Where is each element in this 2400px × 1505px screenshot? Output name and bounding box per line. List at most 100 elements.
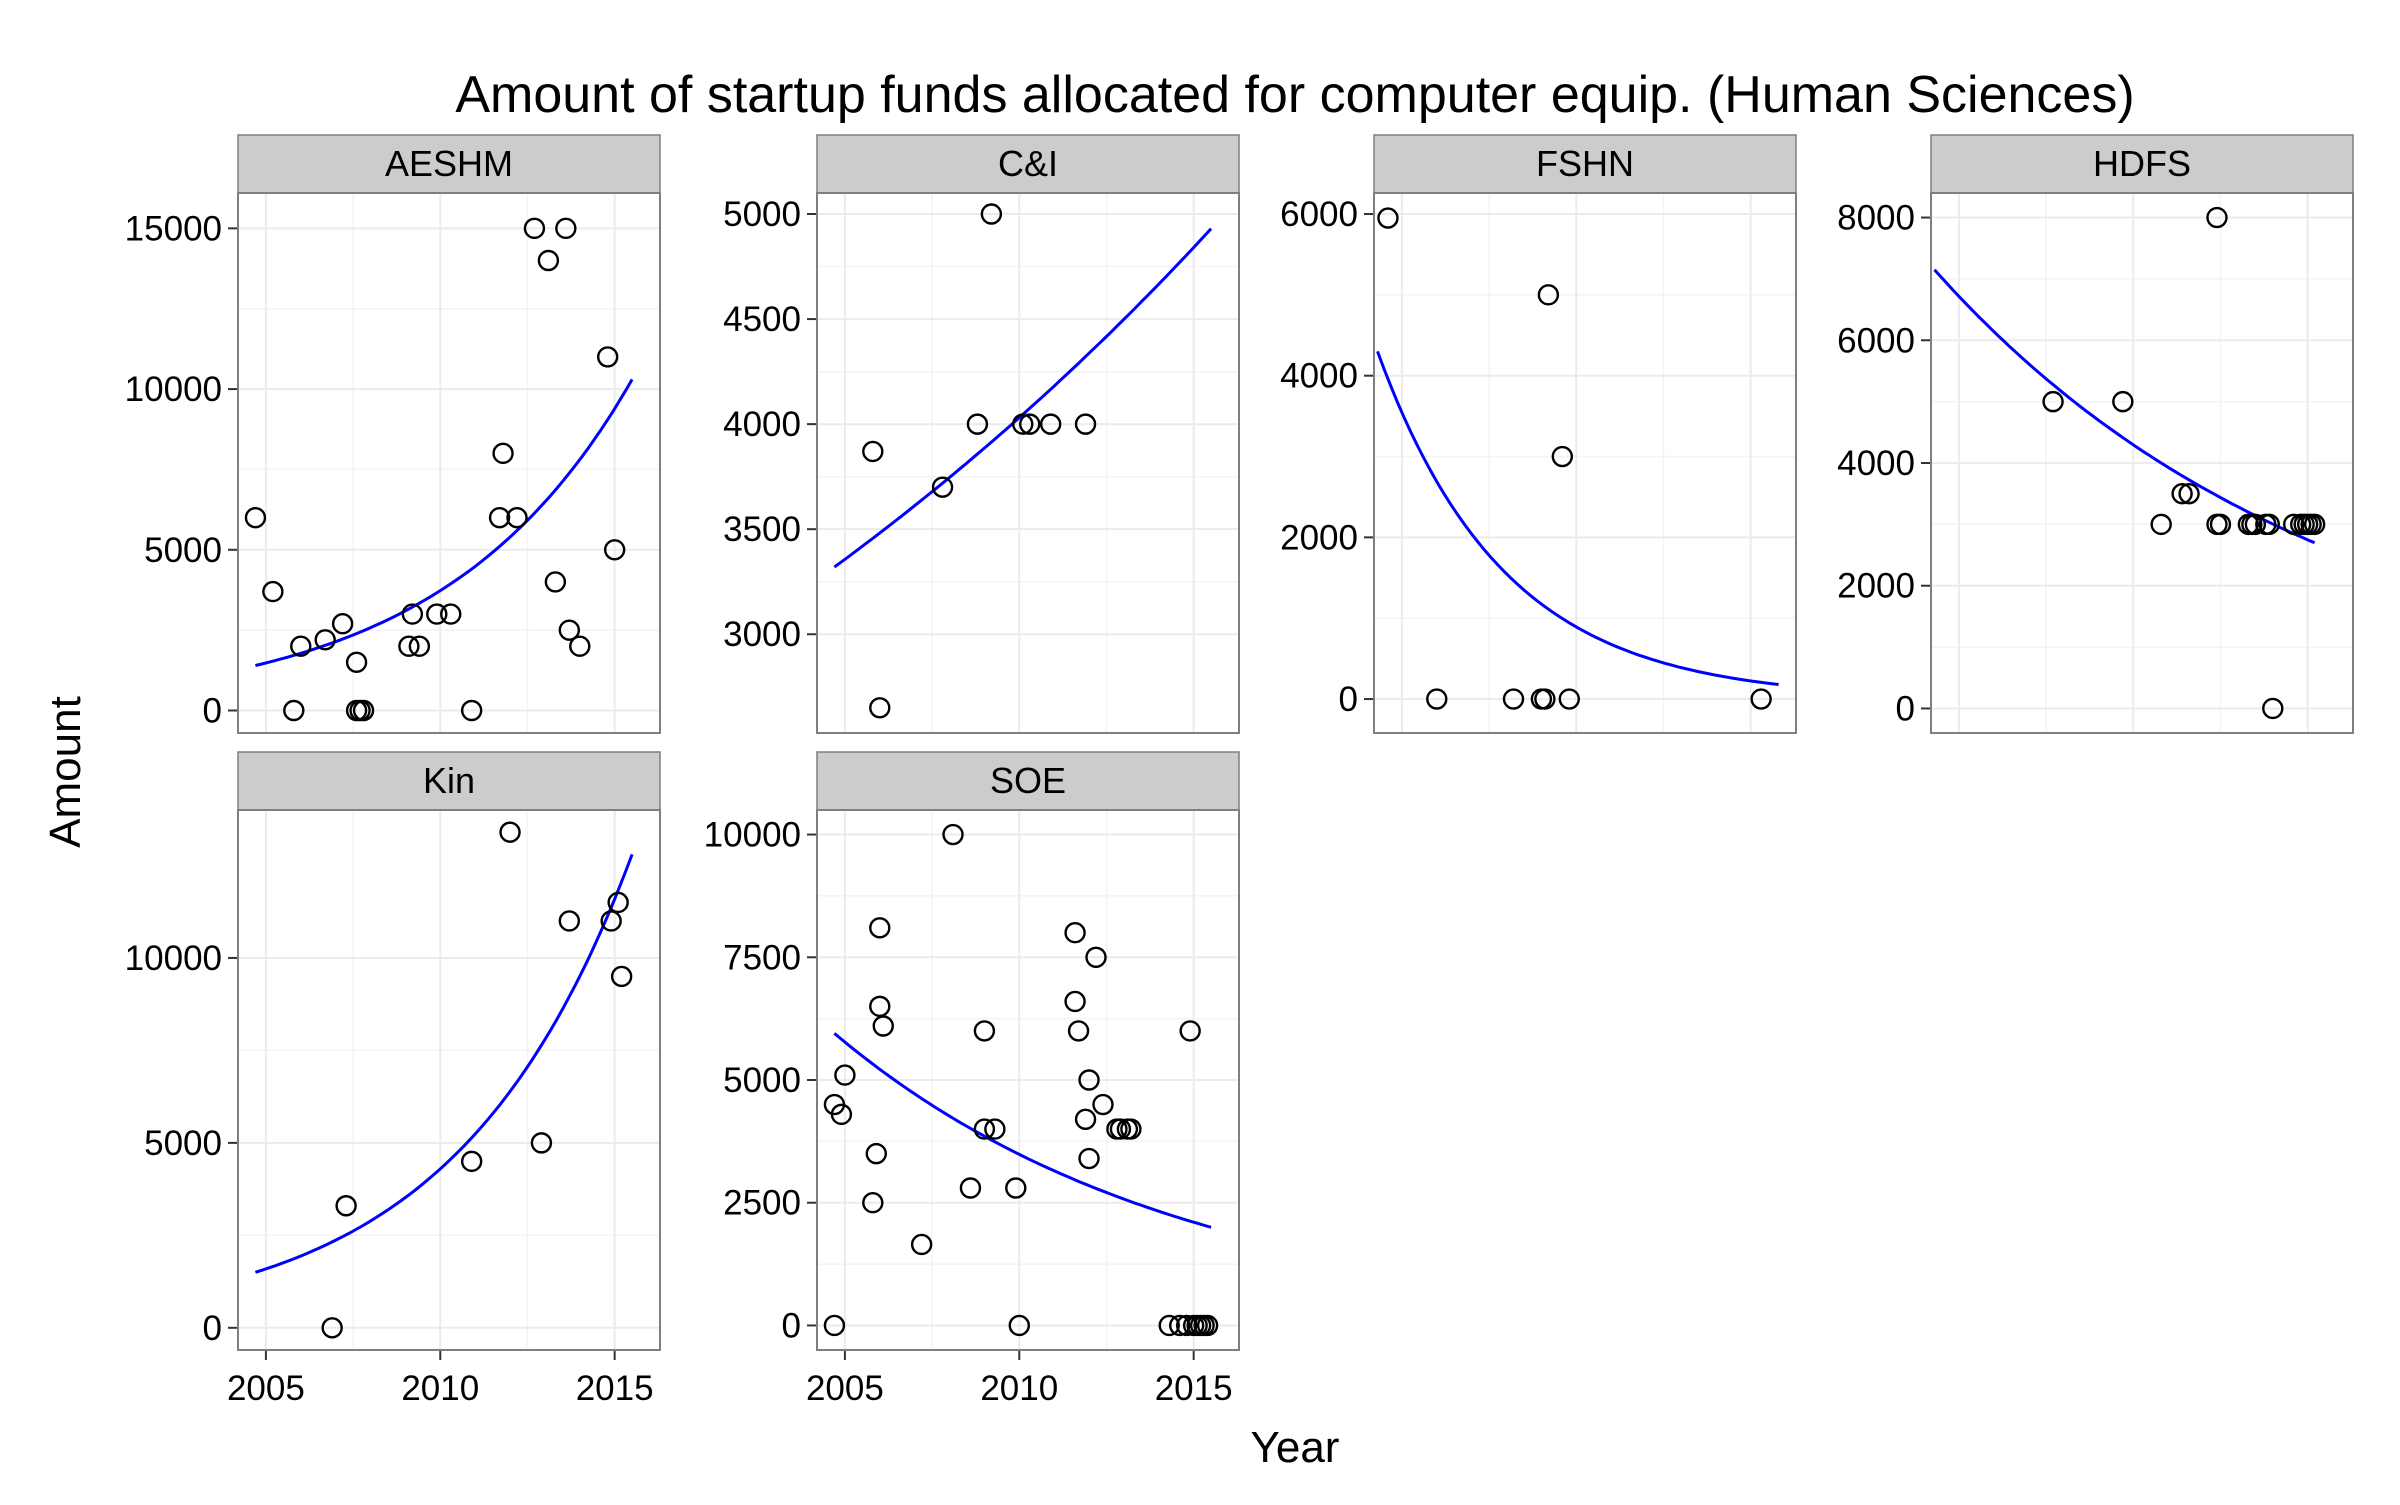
y-tick-label: 8000	[1837, 199, 1915, 238]
y-tick-label: 3000	[723, 615, 801, 654]
data-point	[910, 1233, 933, 1256]
data-point	[2042, 390, 2064, 413]
facet-strip-label: Kin	[423, 760, 475, 801]
x-tick-label: 2010	[401, 1369, 479, 1408]
data-point	[1120, 1118, 1142, 1140]
data-point	[283, 699, 305, 722]
facet-panel-kin: Kin 0 5000 10000 2005 2010 2015	[125, 751, 661, 1408]
y-tick-label: 3500	[723, 510, 801, 549]
facet-strip-label: FSHN	[1536, 143, 1634, 184]
data-point	[345, 651, 368, 673]
data-point	[488, 506, 511, 529]
y-tick-label: 5000	[144, 531, 222, 570]
data-point	[1067, 1020, 1090, 1042]
y-tick-label: 5000	[723, 195, 801, 234]
data-point	[2303, 513, 2326, 536]
y-tick-label: 5000	[144, 1124, 222, 1163]
data-point	[607, 891, 629, 914]
data-point	[544, 571, 567, 593]
y-tick-label: 4500	[723, 300, 801, 339]
data-point	[600, 910, 622, 932]
data-point	[1158, 1314, 1180, 1337]
data-point	[335, 1195, 357, 1217]
data-point	[1039, 413, 1062, 435]
chart-title: Amount of startup funds allocated for co…	[455, 66, 2134, 124]
data-point	[2206, 206, 2228, 229]
y-tick-label: 0	[782, 1306, 801, 1345]
y-tick-label: 2000	[1837, 567, 1915, 606]
y-tick-label: 6000	[1280, 195, 1358, 234]
y-tick-label: 6000	[1837, 321, 1915, 360]
facet-panels: AESHM 0 5000 10000 15000 C&I 3000 3500 4000 4500 5…	[125, 134, 2354, 1408]
x-tick-label: 2010	[980, 1369, 1058, 1408]
y-tick-label: 10000	[125, 939, 222, 978]
fit-line	[833, 1032, 1212, 1229]
y-tick-label: 0	[1339, 680, 1358, 719]
y-tick-label: 0	[203, 692, 222, 731]
data-point	[1078, 1069, 1100, 1091]
facet-panel-hdfs: HDFS 0 2000 4000 6000 8000	[1837, 134, 2354, 734]
data-point	[973, 1020, 996, 1042]
data-point	[973, 1118, 996, 1140]
data-point	[523, 217, 546, 240]
facet-panel-fshn: FSHN 0 2000 4000 6000	[1280, 134, 1797, 734]
data-point	[980, 203, 1003, 225]
data-point	[610, 965, 633, 988]
fit-line	[254, 853, 634, 1274]
x-tick-label: 2015	[1155, 1369, 1233, 1408]
data-point	[1551, 445, 1574, 468]
data-point	[931, 476, 954, 498]
y-tick-label: 10000	[704, 816, 801, 855]
data-point	[352, 699, 375, 722]
y-tick-label: 2000	[1280, 518, 1358, 557]
facet-strip	[816, 134, 1240, 194]
data-point	[1078, 1147, 1100, 1170]
data-point	[872, 1015, 894, 1037]
data-point	[1109, 1118, 1132, 1140]
y-tick-label: 7500	[723, 938, 801, 977]
x-axis-title: Year	[1251, 1423, 1340, 1472]
data-point	[244, 506, 267, 529]
y-tick-label: 0	[203, 1309, 222, 1348]
x-tick-label: 2015	[576, 1369, 654, 1408]
facet-strip-label: HDFS	[2093, 143, 2191, 184]
data-point	[558, 619, 581, 641]
data-point	[537, 249, 560, 272]
panel-border	[237, 192, 661, 734]
panel-border	[816, 192, 1240, 734]
x-tick-label: 2005	[227, 1369, 305, 1408]
data-point	[942, 823, 964, 846]
data-point	[398, 635, 420, 657]
facet-panel-aeshm: AESHM 0 5000 10000 15000	[125, 134, 661, 734]
data-point	[1008, 1314, 1030, 1337]
data-point	[440, 603, 462, 625]
data-point	[1092, 1093, 1114, 1116]
facet-strip	[1373, 134, 1797, 194]
y-tick-label: 4000	[1837, 444, 1915, 483]
y-tick-label: 15000	[125, 209, 222, 248]
data-point	[959, 1177, 982, 1199]
data-point	[401, 603, 424, 625]
data-point	[1019, 413, 1041, 435]
data-point	[426, 603, 448, 625]
y-tick-label: 5000	[723, 1061, 801, 1100]
facet-strip	[1930, 134, 2354, 194]
data-point	[1750, 688, 1772, 710]
data-point	[865, 1142, 887, 1165]
data-point	[1085, 946, 1107, 968]
data-point	[321, 1317, 343, 1339]
panel-border	[1373, 192, 1797, 734]
data-point	[2171, 482, 2193, 505]
y-tick-label: 4000	[1280, 357, 1358, 396]
data-point	[1175, 1314, 1198, 1337]
panel-background	[817, 193, 1239, 733]
data-point	[408, 635, 431, 657]
panel-border	[237, 809, 661, 1351]
data-point	[1558, 688, 1581, 710]
y-axis-title: Amount	[41, 696, 90, 848]
panel-border	[816, 809, 1240, 1351]
data-point	[603, 539, 626, 561]
data-point	[1169, 1314, 1191, 1337]
data-point	[331, 613, 354, 635]
facet-strip	[237, 134, 661, 194]
